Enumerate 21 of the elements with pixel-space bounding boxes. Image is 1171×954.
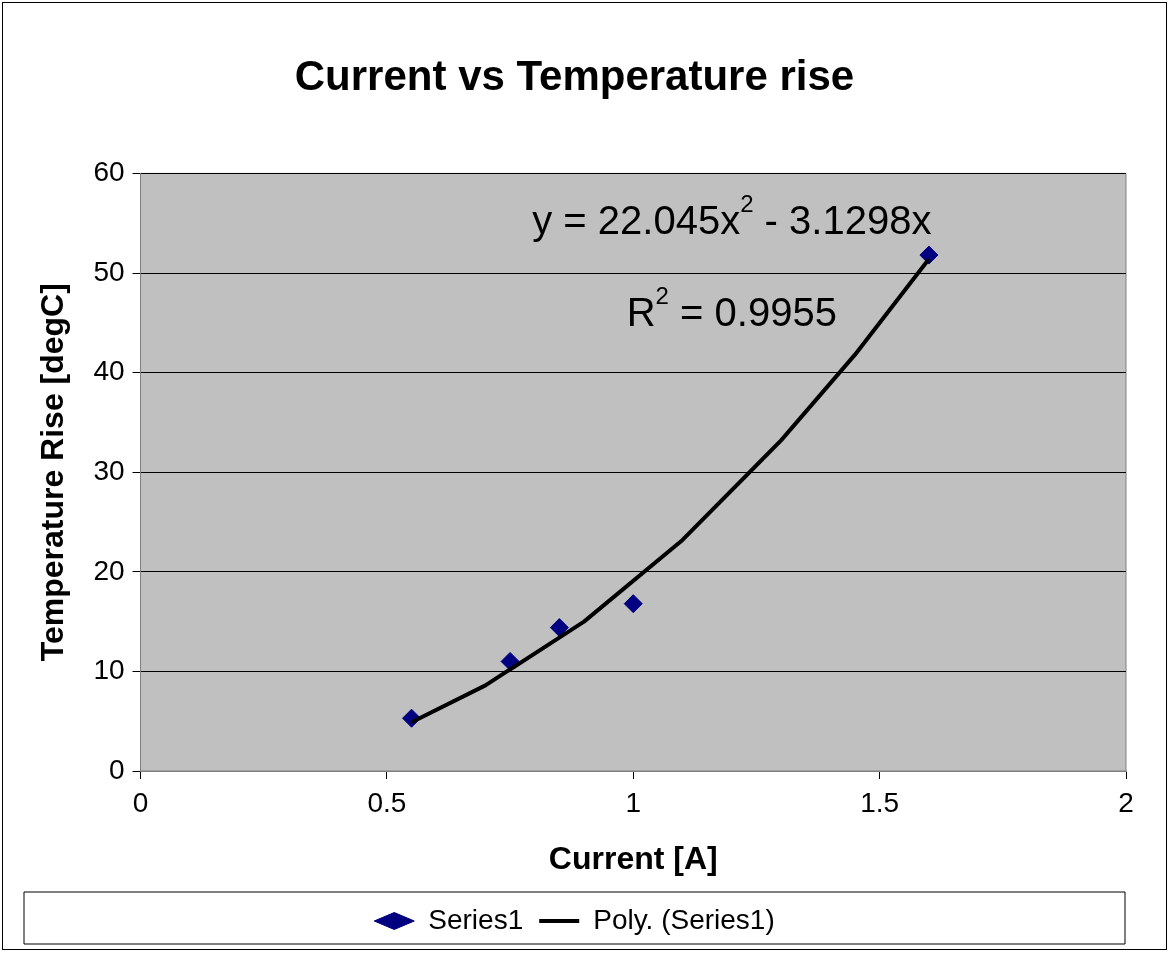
- x-tick-label: 0: [132, 786, 149, 818]
- x-tick-label: 2: [1118, 786, 1134, 818]
- x-tick-label: 0.5: [367, 786, 407, 818]
- y-tick-label: 30: [93, 454, 125, 486]
- x-tick-label: 1.5: [860, 786, 900, 818]
- y-axis-title: Temperature Rise [degC]: [34, 283, 71, 662]
- legend-label: Series1: [428, 903, 524, 935]
- point: [500, 651, 520, 671]
- y-tick-label: 10: [93, 654, 125, 686]
- y-tick-label: 40: [93, 355, 125, 387]
- x-tick-label: 1: [625, 786, 642, 818]
- point: [623, 594, 643, 614]
- point: [549, 618, 569, 638]
- y-tick-label: 60: [93, 156, 125, 188]
- y-tick-label: 50: [93, 255, 125, 287]
- chart-title: Current vs Temperature rise: [294, 51, 855, 99]
- point: [919, 245, 939, 265]
- y-tick-label: 0: [108, 753, 125, 785]
- x-axis-title: Current [A]: [548, 839, 718, 876]
- legend-label: Poly. (Series1): [593, 903, 775, 935]
- y-tick-label: 20: [93, 554, 125, 586]
